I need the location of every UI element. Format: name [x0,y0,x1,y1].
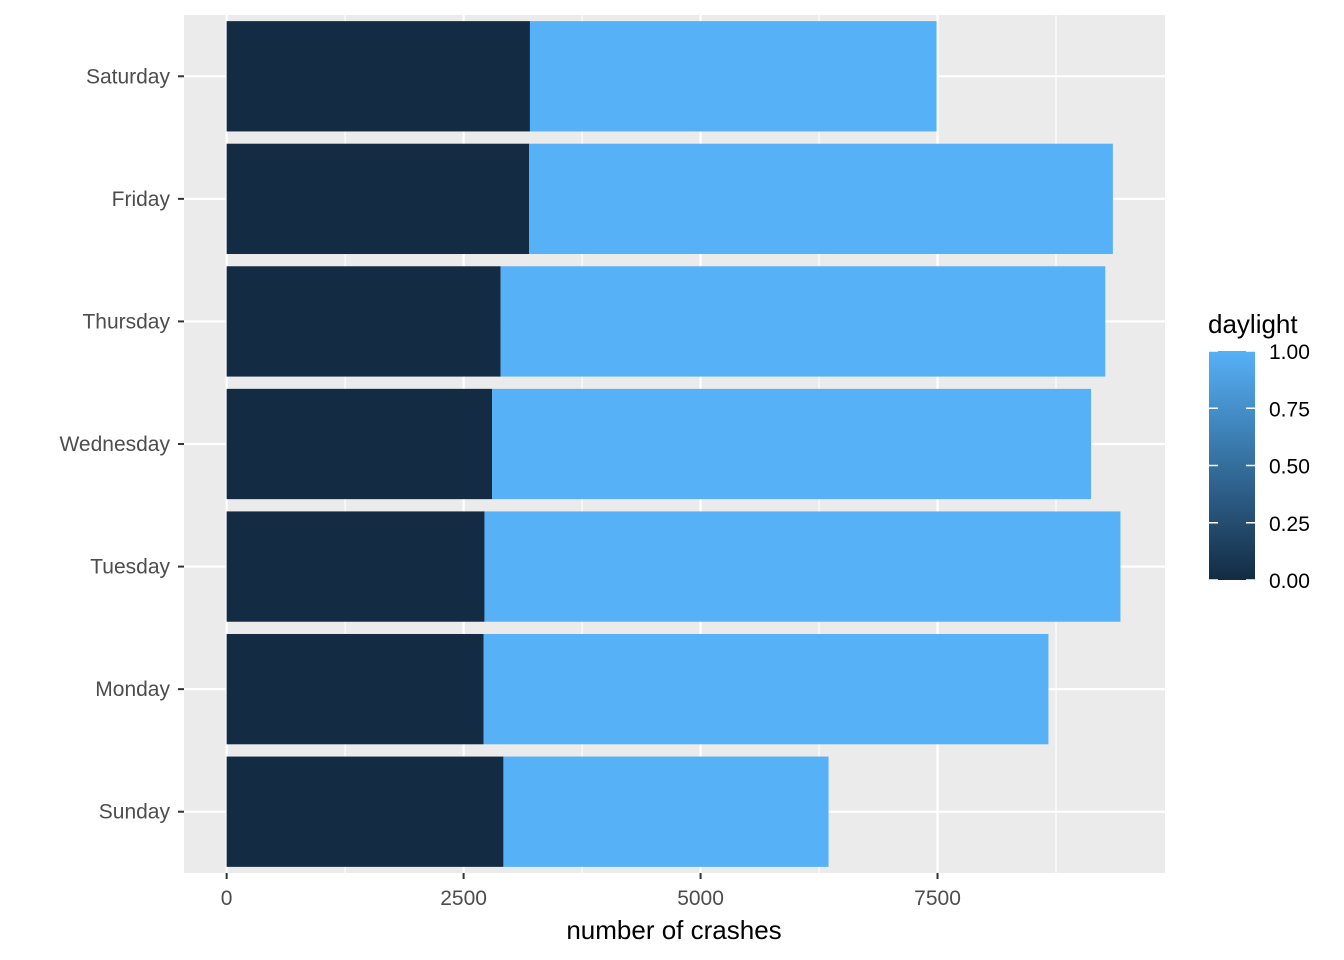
y-tick-label: Tuesday [90,556,170,579]
bars [226,21,1121,867]
bar-saturday-daylight-0 [226,21,530,132]
bar-wednesday-daylight-1 [492,388,1092,500]
bar-tuesday-daylight-0 [226,511,485,622]
bar-friday-daylight-1 [529,143,1113,255]
bar-wednesday-daylight-0 [226,388,493,500]
legend-label: 1.00 [1269,341,1310,364]
x-axis-title: number of crashes [566,915,781,945]
x-tick-label: 7500 [914,887,961,910]
legend-label: 0.50 [1269,456,1310,479]
y-axis: Sunday Monday Tuesday Wednesday Thursday Frid… [59,65,184,824]
legend-ticks: 0.00 0.25 0.50 0.75 1.00 [1209,341,1310,593]
y-tick-label: Saturday [86,65,171,88]
legend-title: daylight [1208,309,1298,339]
bar-thursday-daylight-0 [226,266,501,377]
bar-saturday-daylight-1 [529,21,937,132]
bar-monday-daylight-0 [226,633,484,745]
y-tick-label: Wednesday [59,433,170,456]
bar-tuesday-daylight-1 [484,511,1121,622]
x-tick-label: 0 [221,887,233,910]
bar-sunday-daylight-1 [503,756,829,867]
y-tick-label: Sunday [99,801,171,824]
bar-sunday-daylight-0 [226,756,504,867]
x-tick-label: 2500 [440,887,487,910]
x-tick-label: 5000 [677,887,724,910]
bar-thursday-daylight-1 [500,266,1106,377]
legend-label: 0.75 [1269,398,1310,421]
legend: daylight 0.00 0.25 0.50 0.75 1.00 [1208,309,1310,593]
bar-friday-daylight-0 [226,143,530,255]
legend-label: 0.25 [1269,513,1310,536]
y-tick-label: Friday [112,188,171,211]
y-tick-label: Monday [95,678,170,701]
y-tick-label: Thursday [82,310,170,333]
legend-label: 0.00 [1269,570,1310,593]
bar-monday-daylight-1 [483,633,1049,745]
x-axis: 0 2500 5000 7500 [221,873,961,910]
